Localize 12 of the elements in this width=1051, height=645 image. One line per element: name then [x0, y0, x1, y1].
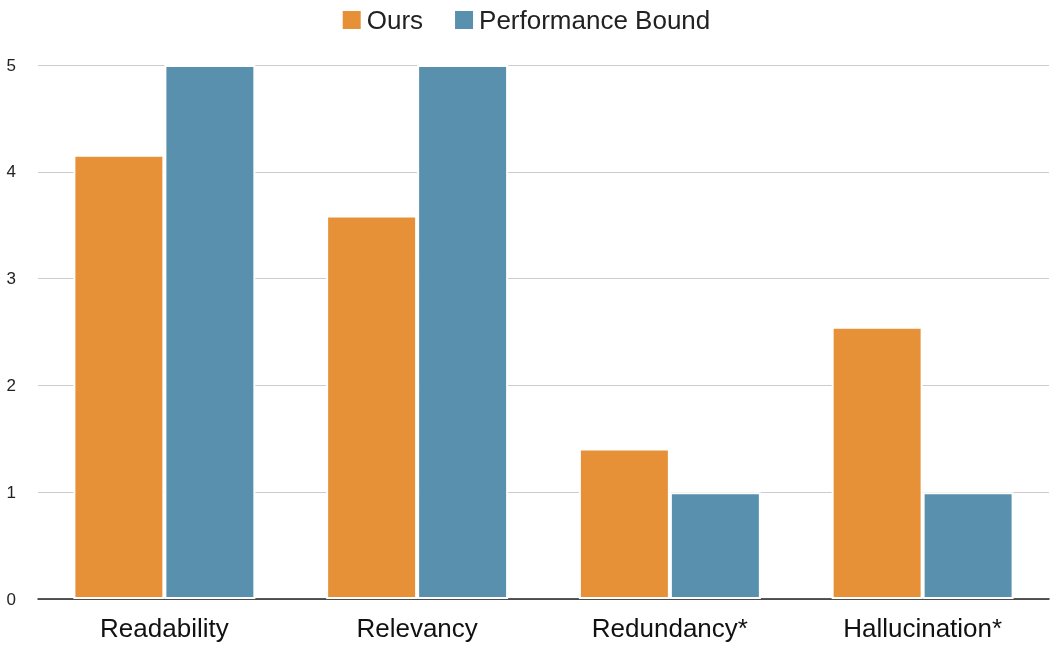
y-tick-label: 4 — [6, 162, 16, 182]
legend-label: Performance Bound — [479, 5, 711, 35]
x-tick-label: Redundancy* — [591, 613, 748, 643]
y-tick-label: 2 — [6, 375, 16, 395]
legend-label: Ours — [366, 5, 424, 35]
x-tick-label: Readability — [100, 613, 229, 643]
y-tick-label: 0 — [6, 589, 16, 609]
y-tick-label: 3 — [6, 269, 16, 289]
y-tick-label: 5 — [6, 55, 16, 75]
x-tick-label: Hallucination* — [843, 613, 1003, 643]
y-tick-label: 1 — [6, 482, 16, 502]
x-tick-label: Relevancy — [356, 613, 478, 643]
